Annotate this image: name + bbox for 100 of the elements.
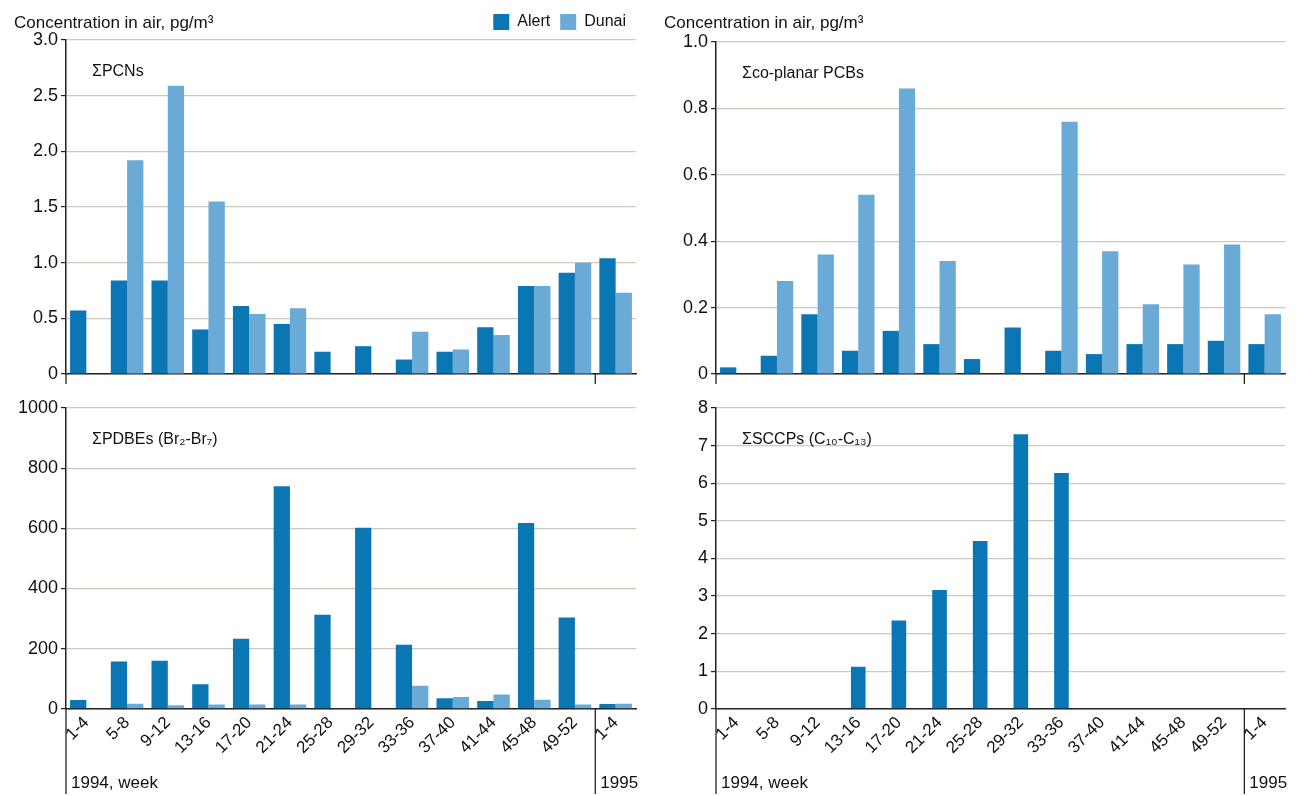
y-tick-label: 3	[697, 584, 708, 605]
bar	[477, 701, 494, 709]
y-tick-label: 2.0	[32, 140, 58, 161]
y-tick-label: 400	[27, 577, 58, 598]
legend-label: Dunai	[584, 12, 627, 30]
y-tick-label: 8	[697, 396, 708, 417]
bar	[599, 704, 616, 709]
bar	[477, 327, 494, 374]
y-tick-label: 0.6	[682, 163, 708, 184]
y-tick-label: 1.0	[682, 30, 708, 51]
y-tick-label: 200	[27, 637, 58, 658]
bar	[858, 194, 875, 374]
text: 1995	[1249, 773, 1288, 792]
bar	[801, 314, 818, 374]
bar	[850, 666, 866, 709]
bar	[1248, 344, 1265, 374]
bar	[289, 308, 307, 374]
bar	[963, 359, 981, 374]
bar	[436, 698, 453, 709]
bar	[273, 323, 290, 374]
bar	[574, 262, 592, 374]
x-tick-label: 1-4	[1240, 712, 1271, 744]
y-tick-label: 0.4	[682, 230, 708, 251]
text: ΣSCCPs (C₁₀-C₁₃)	[742, 430, 872, 447]
bar	[558, 272, 575, 374]
bar	[1004, 327, 1021, 374]
x-tick-label: 5-8	[752, 712, 784, 744]
bar	[517, 522, 535, 709]
bar	[534, 286, 551, 374]
bar	[412, 685, 429, 709]
bar	[355, 346, 372, 374]
y-tick-label: 800	[27, 457, 58, 478]
y-tick-label: 600	[27, 517, 58, 538]
bar	[192, 684, 209, 709]
y-tick-label: 0.5	[32, 307, 58, 328]
bar	[436, 351, 453, 374]
bar	[932, 590, 947, 709]
bar	[249, 313, 266, 374]
bar	[1013, 434, 1029, 709]
bar	[558, 617, 575, 709]
bar	[493, 335, 510, 374]
y-tick-label: 0	[697, 362, 708, 383]
bar	[110, 280, 128, 374]
text: 1994, week	[71, 773, 159, 792]
y-axis-title: Concentration in air, pg/m³	[664, 13, 864, 32]
bar	[517, 286, 535, 374]
legend-label: Alert	[517, 12, 551, 30]
bar	[412, 331, 429, 374]
bar	[1102, 251, 1119, 374]
y-tick-label: 2	[697, 622, 708, 643]
text: 1995	[600, 773, 639, 792]
bar	[452, 349, 470, 374]
y-tick-label: 6	[697, 472, 708, 493]
bar	[599, 258, 616, 374]
bar	[891, 620, 907, 709]
x-tick-label: 5-8	[102, 712, 134, 744]
x-tick-label: 1-4	[61, 712, 93, 744]
bar	[110, 661, 128, 709]
bar	[273, 486, 290, 709]
bar	[167, 705, 185, 709]
bar	[70, 310, 87, 374]
text: Σco-planar PCBs	[742, 64, 864, 81]
bar	[615, 292, 632, 374]
bar	[1054, 473, 1069, 709]
bar	[1061, 121, 1078, 374]
y-tick-label: 7	[697, 434, 708, 455]
y-tick-label: 0	[47, 362, 58, 383]
bar	[534, 699, 551, 709]
bar	[1183, 264, 1200, 374]
text: ΣPCNs	[92, 62, 144, 79]
y-tick-label: 2.5	[32, 84, 58, 105]
y-tick-label: 1.0	[32, 251, 58, 272]
bar	[1264, 314, 1281, 374]
text: ΣPDBEs (Br₂-Br₇)	[92, 430, 218, 447]
y-tick-label: 1	[697, 660, 708, 681]
y-tick-label: 0.8	[682, 97, 708, 118]
bar	[192, 329, 209, 374]
bar	[395, 359, 413, 374]
y-tick-label: 4	[697, 547, 708, 568]
bar	[1224, 244, 1241, 374]
bar	[70, 700, 87, 709]
bar	[817, 254, 834, 374]
bar	[314, 351, 331, 374]
bar	[151, 660, 168, 709]
bar	[776, 281, 794, 374]
y-tick-label: 1000	[17, 396, 58, 417]
bar	[355, 527, 372, 709]
bar	[151, 280, 168, 374]
bar	[898, 88, 916, 374]
bar	[882, 330, 899, 374]
bar	[760, 355, 777, 374]
bar	[841, 350, 859, 374]
bar	[720, 367, 737, 374]
text: 1994, week	[721, 773, 809, 792]
bar	[232, 638, 250, 709]
bar	[1167, 344, 1184, 374]
bar	[127, 160, 144, 374]
y-tick-label: 0.2	[682, 296, 708, 317]
bar	[493, 694, 510, 709]
bar	[1207, 340, 1225, 374]
